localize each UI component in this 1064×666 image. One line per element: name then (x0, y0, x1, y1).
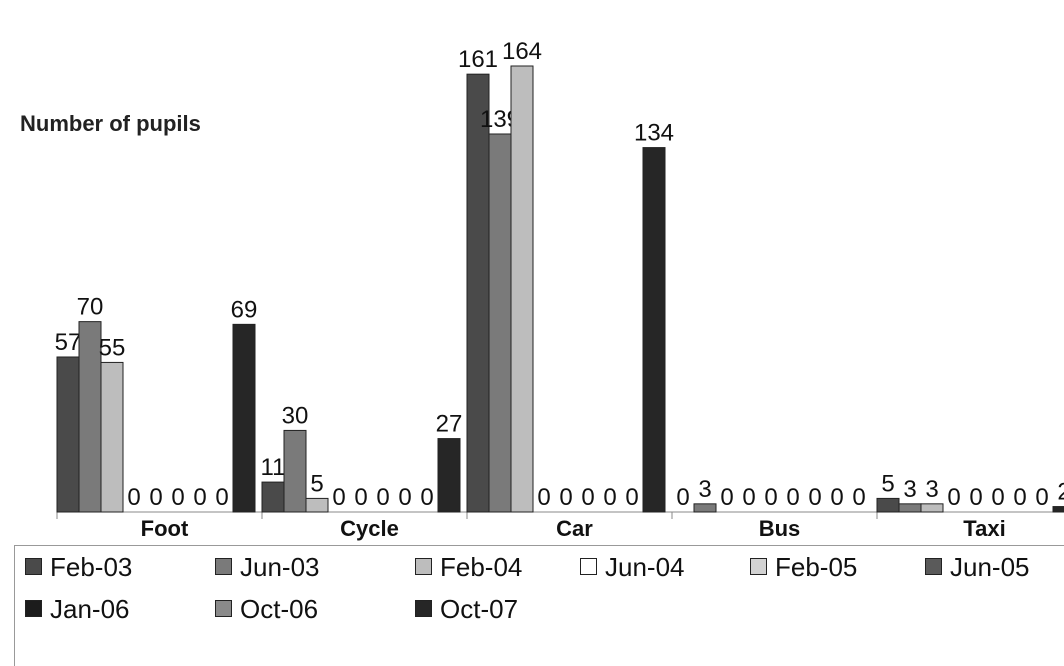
category-label: Cycle (340, 516, 399, 541)
legend-item: Jan-06 (25, 594, 130, 625)
data-label: 0 (420, 484, 433, 511)
legend-swatch (25, 600, 42, 617)
data-label: 3 (698, 476, 711, 503)
legend-item: Feb-03 (25, 552, 132, 583)
data-label: 5 (310, 470, 323, 497)
data-label: 30 (282, 402, 309, 429)
data-label: 0 (127, 484, 140, 511)
legend-item: Feb-04 (415, 552, 522, 583)
data-label: 27 (436, 411, 463, 438)
bar (305, 497, 329, 513)
y-axis-label: Number of pupils (20, 111, 201, 136)
legend-swatch (25, 558, 42, 575)
data-label: 0 (149, 484, 162, 511)
data-label: 161 (458, 46, 498, 73)
legend-swatch (750, 558, 767, 575)
legend-label: Oct-07 (440, 594, 519, 624)
legend-swatch (580, 558, 597, 575)
bar (100, 361, 124, 513)
data-label: 0 (376, 484, 389, 511)
data-label: 55 (99, 334, 126, 361)
category-label: Foot (141, 516, 189, 541)
category-label: Car (556, 516, 593, 541)
legend-label: Feb-05 (775, 552, 858, 582)
data-label: 0 (742, 484, 755, 511)
legend-item: Jun-03 (215, 552, 320, 583)
data-label: 0 (764, 484, 777, 511)
bar (876, 497, 900, 513)
data-label: 0 (786, 484, 799, 511)
legend-swatch (415, 558, 432, 575)
legend-item: Oct-07 (415, 594, 518, 625)
data-label: 57 (55, 329, 82, 356)
data-label: 0 (808, 484, 821, 511)
legend-item: Oct-06 (215, 594, 318, 625)
data-label: 70 (77, 294, 104, 321)
data-label: 164 (502, 38, 542, 65)
data-label: 0 (1013, 484, 1026, 511)
data-label: 0 (171, 484, 184, 511)
legend-label: Feb-04 (440, 552, 523, 582)
data-label: 0 (398, 484, 411, 511)
legend-swatch (925, 558, 942, 575)
legend-label: Feb-03 (50, 552, 133, 582)
legend-item: Jun-05 (925, 552, 1030, 583)
bar (693, 503, 717, 513)
bar (1052, 506, 1064, 513)
bar (232, 323, 256, 513)
bar (642, 147, 666, 513)
data-label: 0 (354, 484, 367, 511)
legend-swatch (415, 600, 432, 617)
data-label: 0 (991, 484, 1004, 511)
bar (898, 503, 922, 513)
data-label: 0 (720, 484, 733, 511)
data-label: 3 (903, 476, 916, 503)
data-label: 0 (830, 484, 843, 511)
data-label: 0 (852, 484, 865, 511)
bar (283, 429, 307, 513)
category-label: Bus (759, 516, 801, 541)
data-label: 0 (193, 484, 206, 511)
bar (437, 438, 461, 513)
data-label: 3 (925, 476, 938, 503)
legend: Feb-03 Jun-03 Feb-04 Jun-04 Feb-05 Jun-05 Jan-… (14, 545, 1064, 666)
legend-label: Oct-06 (240, 594, 319, 624)
data-label: 0 (1035, 484, 1048, 511)
data-label: 0 (215, 484, 228, 511)
data-label: 69 (231, 296, 258, 323)
legend-swatch (215, 600, 232, 617)
legend-label: Jun-03 (240, 552, 320, 582)
data-label: 0 (603, 484, 616, 511)
legend-item: Jun-04 (580, 552, 685, 583)
bar (920, 503, 944, 513)
data-label: 0 (581, 484, 594, 511)
category-label: Taxi (963, 516, 1005, 541)
data-label: 0 (969, 484, 982, 511)
data-label: 11 (261, 454, 286, 481)
legend-label: Jan-06 (50, 594, 130, 624)
data-label: 134 (634, 120, 674, 147)
data-label: 5 (881, 470, 894, 497)
legend-item: Feb-05 (750, 552, 857, 583)
data-label: 0 (676, 484, 689, 511)
legend-label: Jun-05 (950, 552, 1030, 582)
legend-label: Jun-04 (605, 552, 685, 582)
data-label: 0 (559, 484, 572, 511)
legend-swatch (215, 558, 232, 575)
data-label: 2 (1057, 479, 1064, 506)
data-label: 0 (625, 484, 638, 511)
data-label: 0 (537, 484, 550, 511)
bar (466, 73, 490, 513)
bar (488, 133, 512, 513)
data-label: 0 (947, 484, 960, 511)
bar (261, 481, 285, 513)
data-label: 0 (332, 484, 345, 511)
bar (510, 65, 534, 513)
bar (56, 356, 80, 513)
